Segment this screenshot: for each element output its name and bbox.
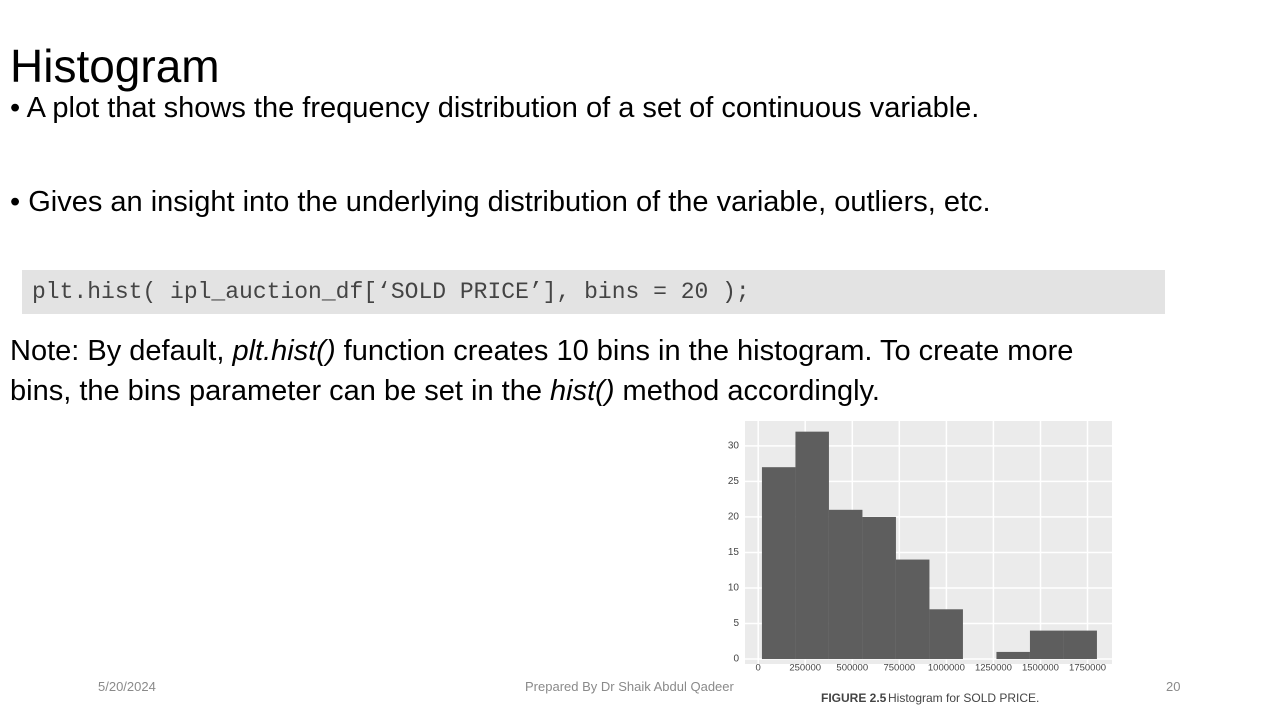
bullet: • Gives an insight into the underlying d… — [10, 186, 991, 218]
x-tick-label: 1500000 — [1022, 663, 1059, 674]
bar — [929, 609, 963, 660]
bar — [761, 467, 796, 660]
figure-caption: Histogram for SOLD PRICE. — [888, 691, 1039, 705]
footer-author: Prepared By Dr Shaik Abdul Qadeer — [525, 679, 734, 694]
note: Note: By default, plt.hist() function cr… — [10, 331, 1110, 411]
x-tick-label: 0 — [756, 663, 761, 674]
bar — [862, 516, 896, 660]
bar — [895, 559, 930, 660]
bar — [828, 509, 863, 660]
bar — [795, 431, 829, 660]
x-tick-label: 250000 — [789, 663, 821, 674]
x-tick-label: 1250000 — [975, 663, 1012, 674]
figure-number: FIGURE 2.5 — [821, 691, 887, 705]
note-text: method accordingly. — [614, 375, 880, 407]
bullet: • A plot that shows the frequency distri… — [10, 92, 980, 124]
y-tick-label: 15 — [728, 547, 740, 558]
x-tick-label: 1000000 — [928, 663, 965, 674]
y-tick-label: 30 — [728, 441, 740, 452]
note-text: function creates 10 bins in the histogra… — [10, 335, 1074, 407]
footer-page: 20 — [1166, 679, 1181, 694]
note-code: hist() — [550, 375, 615, 407]
x-tick-label: 1750000 — [1069, 663, 1106, 674]
x-tick-label: 500000 — [836, 663, 868, 674]
y-tick-label: 0 — [733, 654, 739, 665]
code-block: plt.hist( ipl_auction_df[‘SOLD PRICE’], … — [22, 270, 1165, 314]
y-tick-label: 25 — [728, 476, 740, 487]
x-tick-label: 750000 — [883, 663, 915, 674]
bar — [1063, 630, 1097, 660]
note-code: plt.hist() — [232, 335, 336, 367]
note-text: Note: By default, — [10, 335, 233, 367]
bar — [1029, 630, 1064, 660]
y-tick-label: 5 — [733, 618, 739, 629]
slide-title: Histogram — [10, 40, 220, 92]
bar — [996, 651, 1030, 660]
footer-date: 5/20/2024 — [98, 679, 156, 694]
y-tick-label: 10 — [728, 583, 740, 594]
y-tick-label: 20 — [728, 512, 740, 523]
